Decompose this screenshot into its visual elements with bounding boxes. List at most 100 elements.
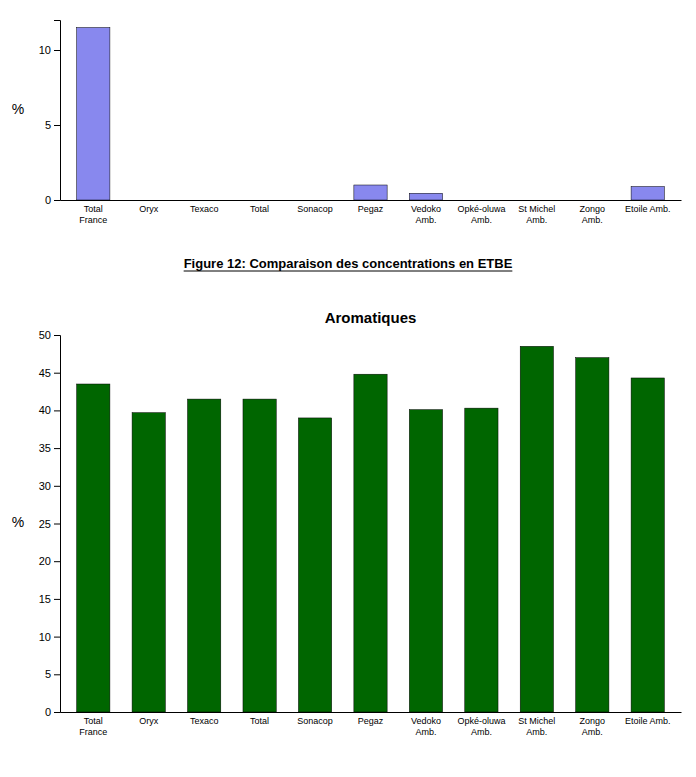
- caption: Figure 12: Comparaison des concentration…: [184, 256, 513, 271]
- tick-label: Pegaz: [358, 716, 384, 726]
- tick-mark: [54, 712, 60, 713]
- tick-mark: [54, 637, 60, 638]
- tick-label: 25: [39, 518, 51, 530]
- tick-mark: [54, 200, 60, 201]
- x-axis: TotalFrance Oryx Texaco Total Sonacop Pegaz Ve…: [61, 713, 682, 737]
- x-tick: TotalFrance: [79, 716, 107, 736]
- y-tick: 0: [45, 706, 60, 718]
- tick-label: Sonacop: [297, 716, 333, 726]
- tick-label: TotalFrance: [79, 716, 107, 736]
- bar: [520, 200, 553, 201]
- tick-mark: [54, 524, 60, 525]
- y-tick: 5: [45, 668, 60, 680]
- y-tick: 10: [39, 44, 60, 56]
- tick-label: ZongoAmb.: [580, 204, 606, 224]
- bar: [409, 193, 442, 200]
- bars: [77, 346, 665, 712]
- bar: [354, 185, 387, 200]
- x-tick: VedokoAmb.: [411, 716, 441, 736]
- tick-mark: [54, 410, 60, 411]
- tick-label: Etoile Amb.: [625, 716, 671, 726]
- y-tick: 50: [39, 329, 60, 341]
- y-tick: 35: [39, 442, 60, 454]
- tick-label: 15: [39, 593, 51, 605]
- bar: [77, 384, 110, 712]
- tick-label: St MichelAmb.: [518, 716, 555, 736]
- bars: [77, 28, 665, 201]
- tick-mark: [54, 125, 60, 126]
- tick-label: 40: [39, 404, 51, 416]
- panel: 0510TotalFranceOryxTexacoTotalSonacopPeg…: [12, 21, 682, 272]
- axis-line: [61, 200, 682, 201]
- x-tick: VedokoAmb.: [411, 204, 441, 224]
- tick-label: 5: [45, 119, 51, 131]
- tick-label: Texaco: [190, 204, 219, 214]
- tick-label: ZongoAmb.: [580, 716, 606, 736]
- tick-label: Opké-oluwaAmb.: [457, 204, 505, 224]
- x-tick: Etoile Amb.: [625, 716, 671, 726]
- bar: [243, 200, 276, 201]
- x-tick: Total: [250, 716, 269, 726]
- bar: [298, 418, 331, 712]
- tick-label: 45: [39, 367, 51, 379]
- x-tick: St MichelAmb.: [518, 716, 555, 736]
- tick-label: 20: [39, 555, 51, 567]
- x-tick: ZongoAmb.: [580, 716, 606, 736]
- y-axis: 0 5 10: [39, 21, 61, 207]
- tick-mark: [54, 335, 60, 336]
- x-tick: Pegaz: [358, 716, 384, 726]
- x-tick: Sonacop: [297, 716, 333, 726]
- y-tick: 45: [39, 367, 60, 379]
- x-tick: ZongoAmb.: [580, 204, 606, 224]
- bar: [576, 358, 609, 712]
- tick-label: Opké-oluwaAmb.: [457, 716, 505, 736]
- tick-label: Total: [250, 204, 269, 214]
- y-tick: 30: [39, 480, 60, 492]
- y-tick: 5: [45, 119, 60, 131]
- tick-mark: [54, 50, 60, 51]
- y-tick: 0: [45, 194, 60, 206]
- bar: [465, 408, 498, 712]
- x-tick: TotalFrance: [79, 204, 107, 224]
- x-axis: TotalFranceOryxTexacoTotalSonacopPegazVe…: [61, 201, 682, 225]
- y-tick: 40: [39, 404, 60, 416]
- tick-mark: [54, 448, 60, 449]
- tick-label: 50: [39, 329, 51, 341]
- x-tick: Opké-oluwaAmb.: [457, 204, 505, 224]
- tick-label: Pegaz: [358, 204, 384, 214]
- x-tick: Etoile Amb.: [625, 204, 671, 214]
- bar: [631, 378, 664, 712]
- tick-label: Total: [250, 716, 269, 726]
- tick-label: 0: [45, 194, 51, 206]
- axis-line: [54, 21, 61, 201]
- tick-label: VedokoAmb.: [411, 716, 441, 736]
- tick-label: 10: [39, 44, 51, 56]
- x-tick: Texaco: [190, 204, 219, 214]
- bar: [77, 28, 110, 201]
- tick-label: Oryx: [139, 716, 158, 726]
- bar: [520, 346, 553, 712]
- y-label: %: [12, 101, 24, 117]
- tick-label: Oryx: [139, 204, 158, 214]
- bar: [298, 200, 331, 201]
- title: Aromatiques: [325, 309, 417, 326]
- x-tick: St MichelAmb.: [518, 204, 555, 224]
- tick-label: VedokoAmb.: [411, 204, 441, 224]
- bar: [243, 399, 276, 712]
- caption-underline: [184, 271, 513, 272]
- tick-mark: [54, 486, 60, 487]
- axis-line: [54, 336, 61, 713]
- bar: [409, 410, 442, 712]
- tick-label: Texaco: [190, 716, 219, 726]
- bar: [465, 200, 498, 201]
- tick-label: TotalFrance: [79, 204, 107, 224]
- axis-line: [61, 712, 682, 713]
- tick-label: 5: [45, 668, 51, 680]
- bar: [132, 200, 165, 201]
- chart-root: 0 5 10 TotalFrance Oryx Texaco Total Sonacop Peg…: [0, 0, 696, 777]
- bar: [188, 200, 221, 201]
- x-tick: Opké-oluwaAmb.: [457, 716, 505, 736]
- panel: 05101520253035404550TotalFranceOryxTexac…: [12, 309, 682, 737]
- bar: [631, 187, 664, 201]
- bar: [188, 399, 221, 712]
